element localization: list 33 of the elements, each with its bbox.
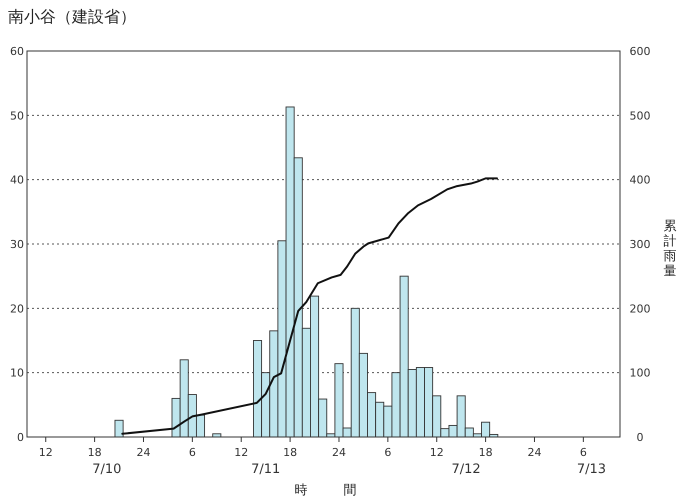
x-tick-label: 12 <box>430 446 444 459</box>
y2-tick-label: 300 <box>630 238 650 251</box>
y2-tick-label: 200 <box>630 302 650 316</box>
x2-tick-label: 7/10 <box>92 462 122 477</box>
chart-title: 南小谷（建設省） <box>8 7 136 26</box>
y-tick-label: 20 <box>10 302 24 316</box>
x-tick-label: 18 <box>88 446 102 459</box>
y-tick-label: 60 <box>10 45 24 58</box>
x-axis-title: 時間 <box>294 483 392 498</box>
x-tick-label: 24 <box>332 446 346 459</box>
x2-tick-label: 7/12 <box>451 462 481 477</box>
y2-axis-title: 累計雨量 <box>664 219 676 279</box>
x-tick-label: 12 <box>38 446 53 459</box>
x-tick-label: 6 <box>188 446 196 459</box>
x-tick-label: 12 <box>234 446 248 459</box>
x-tick-label: 18 <box>283 446 298 459</box>
x-tick-label: 24 <box>136 446 150 459</box>
y-tick-label: 10 <box>10 366 24 380</box>
x-tick-label: 24 <box>527 446 542 459</box>
y-tick-label: 30 <box>10 238 24 251</box>
y2-tick-label: 100 <box>630 366 650 380</box>
y-tick-label: 50 <box>10 109 24 122</box>
y2-tick-label: 400 <box>630 174 650 187</box>
x-tick-label: 6 <box>384 446 392 459</box>
y2-tick-label: 0 <box>636 431 644 444</box>
x2-tick-label: 7/13 <box>576 462 606 477</box>
y-tick-label: 40 <box>10 174 24 187</box>
x-tick-label: 6 <box>580 446 587 459</box>
y-tick-label: 0 <box>17 431 24 444</box>
x2-tick-label: 7/11 <box>251 462 280 477</box>
y2-tick-label: 500 <box>630 109 650 122</box>
y2-tick-label: 600 <box>630 45 650 58</box>
x-tick-label: 18 <box>478 446 493 459</box>
